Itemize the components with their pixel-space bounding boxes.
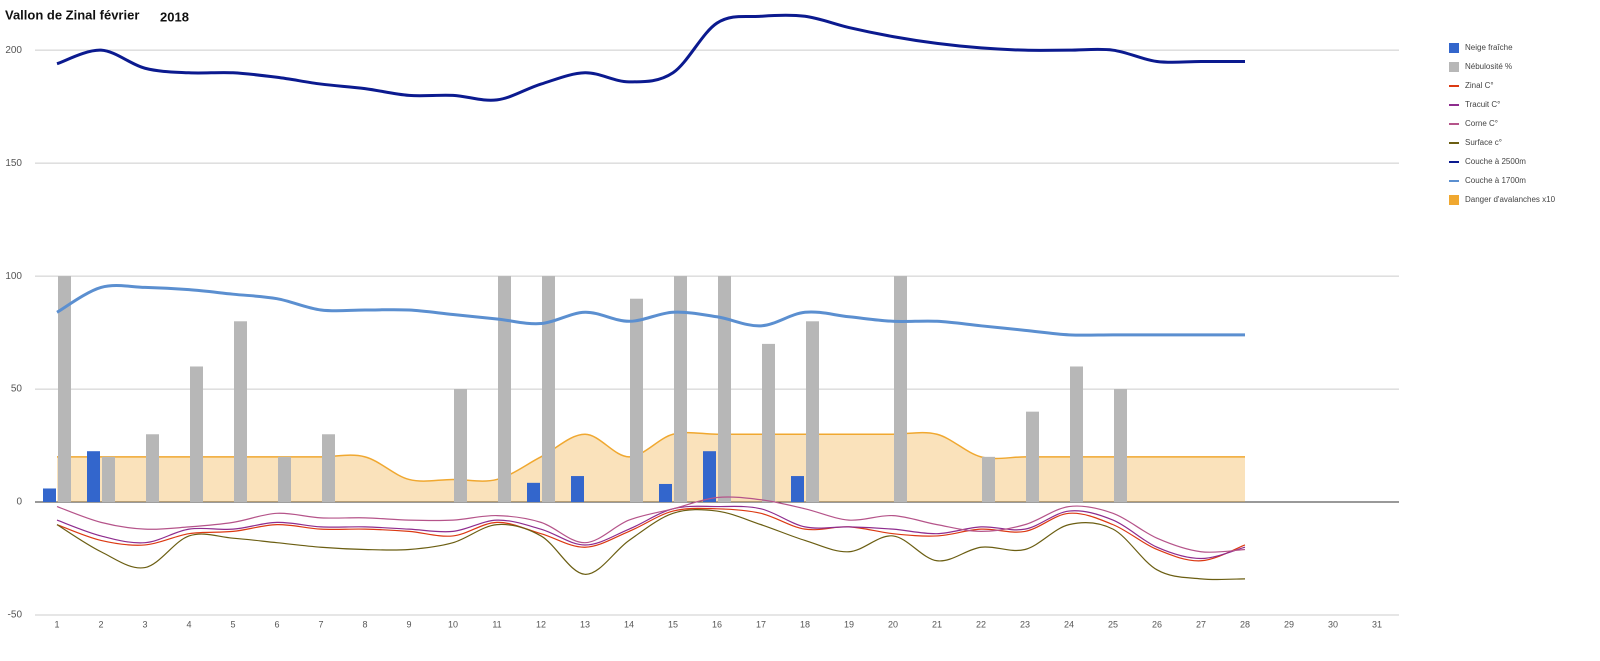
bar <box>43 488 56 503</box>
bar <box>190 366 203 503</box>
x-tick-label: 12 <box>536 619 546 629</box>
legend-swatch <box>1449 195 1459 205</box>
x-tick-label: 5 <box>230 619 235 629</box>
y-tick-label: 0 <box>16 497 22 508</box>
x-tick-label: 30 <box>1328 619 1338 629</box>
legend-label: Zinal C° <box>1465 81 1494 90</box>
x-tick-label: 26 <box>1152 619 1162 629</box>
bar <box>322 434 335 503</box>
bar <box>894 276 907 503</box>
legend-label: Corne C° <box>1465 119 1498 128</box>
x-tick-label: 25 <box>1108 619 1118 629</box>
x-tick-label: 19 <box>844 619 854 629</box>
x-tick-label: 16 <box>712 619 722 629</box>
bar <box>1114 389 1127 503</box>
x-tick-label: 8 <box>362 619 367 629</box>
line <box>56 507 1246 562</box>
x-tick-label: 13 <box>580 619 590 629</box>
x-tick-label: 22 <box>976 619 986 629</box>
legend-swatch <box>1449 62 1459 72</box>
y-tick-label: 200 <box>5 45 22 56</box>
bar <box>454 389 467 503</box>
bar <box>102 456 115 503</box>
line <box>56 283 1245 337</box>
chart-title: Vallon de Zinal février <box>5 7 139 22</box>
x-tick-label: 4 <box>186 619 191 629</box>
x-tick-label: 17 <box>756 619 766 629</box>
area-fill <box>57 432 1245 503</box>
y-tick-label: 150 <box>5 158 22 169</box>
bar <box>571 476 584 503</box>
y-tick-label: 50 <box>11 384 23 395</box>
y-tick-label: 100 <box>5 271 22 282</box>
bar <box>703 451 716 503</box>
x-tick-label: 21 <box>932 619 942 629</box>
bar <box>982 456 995 503</box>
bar <box>278 456 291 503</box>
x-tick-label: 6 <box>274 619 279 629</box>
x-tick-label: 9 <box>406 619 411 629</box>
x-tick-label: 24 <box>1064 619 1074 629</box>
bar <box>87 451 100 503</box>
line <box>56 13 1245 102</box>
x-tick-label: 2 <box>98 619 103 629</box>
bar <box>542 276 555 503</box>
bar <box>527 482 540 503</box>
bar <box>146 434 159 503</box>
bar <box>718 276 731 503</box>
line <box>56 509 1246 581</box>
x-tick-label: 29 <box>1284 619 1294 629</box>
area-line <box>56 431 1245 482</box>
bar <box>1070 366 1083 503</box>
x-tick-label: 1 <box>54 619 59 629</box>
line <box>56 496 1246 553</box>
bar <box>498 276 511 503</box>
legend-label: Couche à 1700m <box>1465 176 1526 185</box>
legend-label: Tracuit C° <box>1465 100 1500 109</box>
x-tick-label: 11 <box>492 619 501 629</box>
bar <box>806 321 819 503</box>
x-tick-label: 20 <box>888 619 898 629</box>
bar <box>674 276 687 503</box>
x-tick-label: 3 <box>142 619 147 629</box>
chart-subtitle: 2018 <box>160 9 189 24</box>
x-tick-label: 7 <box>318 619 323 629</box>
x-tick-label: 23 <box>1020 619 1030 629</box>
y-tick-label: -50 <box>8 610 23 621</box>
x-tick-label: 18 <box>800 619 810 629</box>
legend-label: Surface c° <box>1465 138 1502 147</box>
x-tick-label: 15 <box>668 619 678 629</box>
x-tick-label: 10 <box>448 619 458 629</box>
bar <box>762 343 775 503</box>
legend-label: Danger d'avalanches x10 <box>1465 195 1556 204</box>
bar <box>58 276 71 503</box>
bar <box>630 298 643 503</box>
line <box>56 505 1246 560</box>
x-tick-label: 31 <box>1372 619 1382 629</box>
x-tick-label: 14 <box>624 619 634 629</box>
bar <box>234 321 247 503</box>
x-tick-label: 27 <box>1196 619 1206 629</box>
x-tick-label: 28 <box>1240 619 1250 629</box>
legend-label: Couche à 2500m <box>1465 157 1526 166</box>
bar <box>659 483 672 503</box>
bar <box>791 476 804 503</box>
legend-label: Nébulosité % <box>1465 62 1512 71</box>
bar <box>1026 411 1039 503</box>
legend-swatch <box>1449 43 1459 53</box>
legend-label: Neige fraîche <box>1465 43 1513 52</box>
